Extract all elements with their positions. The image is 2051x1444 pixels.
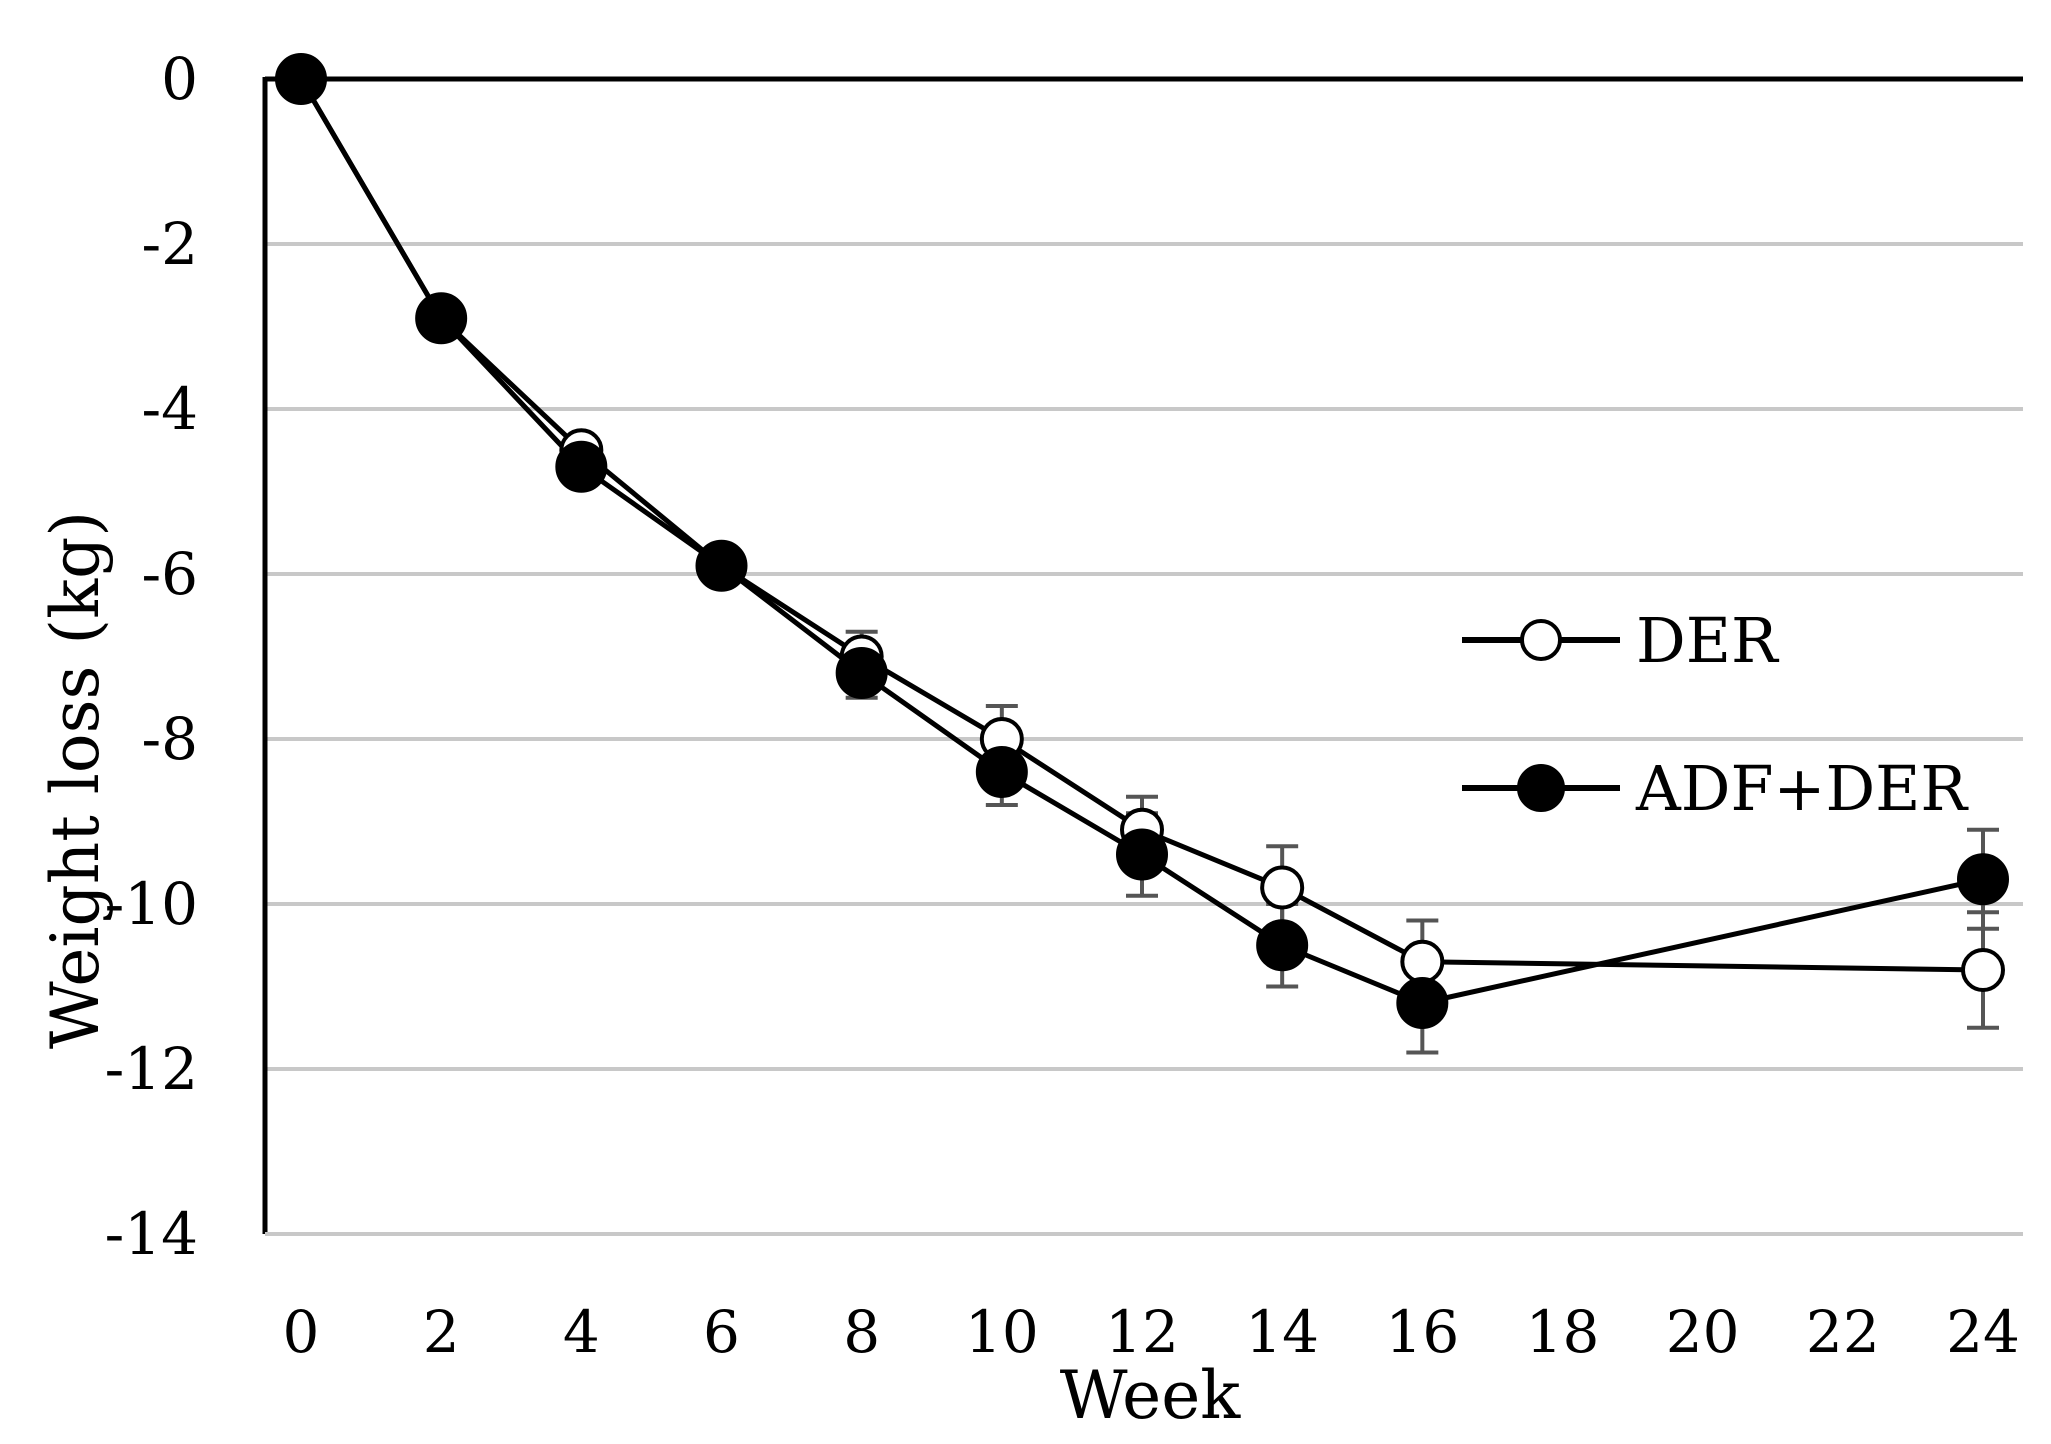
series-group	[275, 53, 2009, 1055]
data-point	[1256, 919, 1309, 972]
x-tick-label: 24	[1946, 1298, 2020, 1366]
x-tick-label: 4	[563, 1298, 600, 1366]
series-line	[298, 77, 1984, 1006]
y-tick-label: -12	[105, 1035, 198, 1103]
x-tick-label: 20	[1666, 1298, 1740, 1366]
series-line	[298, 77, 1984, 973]
x-tick-label: 18	[1526, 1298, 1600, 1366]
legend-label: ADF+DER	[1635, 752, 1969, 825]
series-adf-der	[298, 77, 1999, 1055]
markers-1	[275, 53, 2009, 1029]
data-point	[695, 539, 748, 592]
x-tick-label: 2	[423, 1298, 460, 1366]
legend-item: ADF+DER	[1462, 752, 1969, 825]
legend-item: DER	[1462, 604, 1780, 677]
y-axis-title: Weight loss (kg)	[37, 511, 114, 1049]
data-point	[1116, 828, 1168, 881]
data-point	[1961, 948, 2005, 992]
y-tick-label: -8	[142, 705, 199, 773]
data-point	[555, 440, 608, 493]
gridlines	[265, 242, 2023, 1071]
data-point	[1400, 939, 1445, 984]
x-tick-label: 0	[283, 1298, 320, 1366]
axes	[262, 76, 2023, 1236]
x-tick-label: 12	[1105, 1298, 1179, 1366]
data-point	[1957, 853, 2009, 906]
y-tick-label: -10	[105, 870, 198, 938]
series-der	[298, 77, 1999, 1030]
data-point	[1260, 865, 1305, 910]
x-tick-label: 22	[1806, 1298, 1880, 1366]
data-point	[835, 647, 888, 699]
legend: DER ADF+DER	[1462, 604, 1969, 825]
x-tick-label: 10	[965, 1298, 1039, 1366]
data-point	[415, 292, 468, 345]
tick-labels: 0-2-4-6-8-10-12-140 2 4 6 8 10 12 14 16 18 20 22 24	[105, 45, 2020, 1366]
data-point	[275, 53, 327, 105]
x-tick-label: 8	[843, 1298, 880, 1366]
y-tick-label: -6	[142, 540, 199, 608]
data-point	[1396, 977, 1449, 1029]
legend-marker	[1520, 619, 1562, 661]
legend-label: DER	[1636, 604, 1780, 677]
x-tick-label: 16	[1385, 1298, 1459, 1366]
x-tick-label: 14	[1245, 1298, 1319, 1366]
x-axis-title: Week	[1060, 1357, 1242, 1434]
data-point	[975, 746, 1028, 798]
x-tick-label: 6	[703, 1298, 740, 1366]
legend-marker	[1517, 764, 1565, 812]
y-tick-label: -2	[142, 210, 199, 278]
y-tick-label: -14	[105, 1200, 198, 1268]
y-tick-label: -4	[142, 375, 199, 443]
y-tick-label: 0	[161, 45, 198, 113]
